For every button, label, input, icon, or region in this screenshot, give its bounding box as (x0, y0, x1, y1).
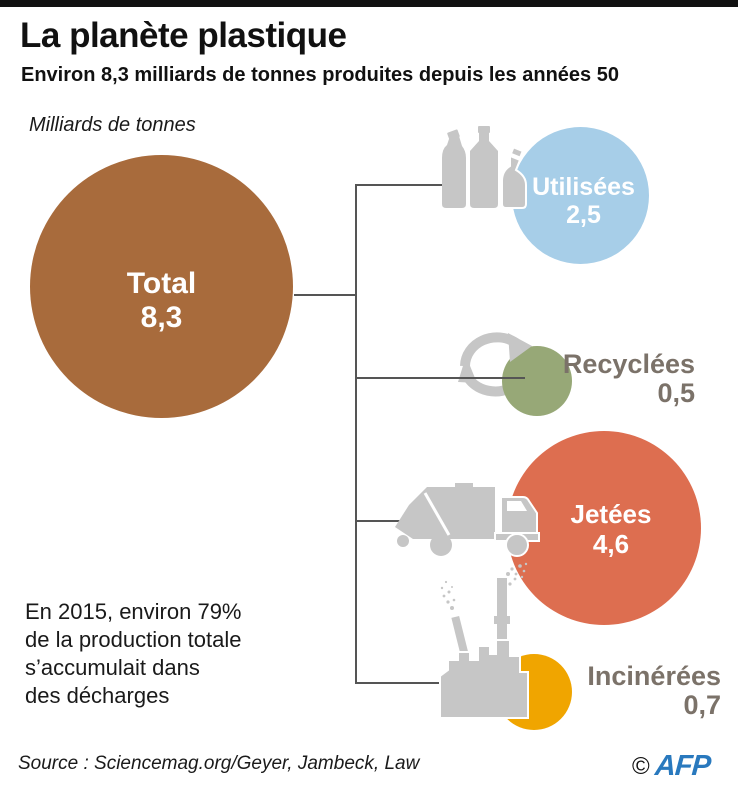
connector-total (294, 294, 356, 296)
top-bar (0, 0, 738, 7)
unit-label: Milliards de tonnes (29, 114, 196, 136)
jetees-circle (507, 431, 701, 625)
page-subtitle: Environ 8,3 milliards de tonnes produite… (21, 64, 619, 86)
recyclees-label: Recyclées 0,5 (562, 349, 695, 408)
agency-credit: © AFP (632, 750, 711, 783)
recycle-arrowhead-icon (508, 333, 532, 362)
total-circle (30, 155, 293, 418)
incinerator-icon (439, 562, 529, 719)
page-title: La planète plastique (20, 16, 347, 55)
connector-recyclees (355, 377, 525, 379)
utilisees-circle-label: Utilisées 2,5 (532, 172, 635, 229)
annotation-text: En 2015, environ 79% de la production to… (25, 599, 242, 708)
jetees-circle-label: Jetées 4,6 (570, 499, 652, 559)
connector-vertical (355, 184, 357, 684)
connector-utilisees (355, 184, 465, 186)
copyright-icon: © (632, 752, 650, 780)
total-circle-label: Total 8,3 (126, 266, 197, 334)
afp-logo: AFP (653, 750, 711, 782)
connector-jetees (355, 520, 407, 522)
source-text: Source : Sciencemag.org/Geyer, Jambeck, … (18, 753, 420, 774)
incinerees-label: Incinérées 0,7 (587, 661, 721, 720)
garbage-truck-icon (395, 483, 540, 557)
utilisees-circle (512, 127, 649, 264)
connector-incinerees (355, 682, 457, 684)
plastic-bottles-icon (442, 126, 527, 209)
